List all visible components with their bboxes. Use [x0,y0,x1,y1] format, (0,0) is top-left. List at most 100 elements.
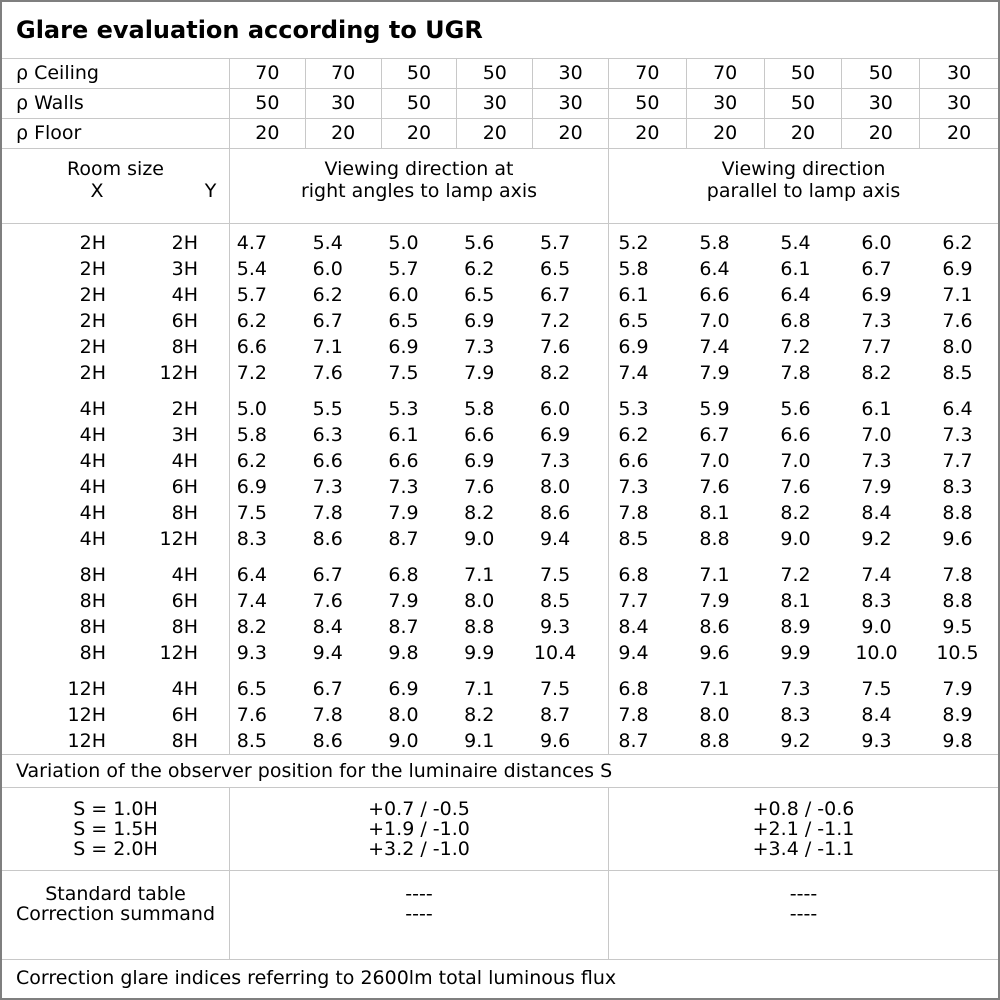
ugr-value: 5.6 [780,398,811,420]
ugr-value: 5.8 [464,398,495,420]
ugr-value: 9.0 [388,730,419,752]
ugr-table-row: 2H 3H 5.4 6.0 5.7 6.2 6.5 5.8 6.4 6.1 6.7 6.9 [2,256,998,282]
ugr-value: 6.6 [780,424,811,446]
ugr-value: 8.7 [388,528,419,550]
correction-section: Standard table Correction summand ---- -… [2,871,998,960]
room-y-value: 8H [171,730,198,752]
ugr-value: 8.2 [464,704,495,726]
room-x-value: 2H [79,258,106,280]
s-value: +0.8 / -0.6 [752,798,855,820]
ugr-value: 7.4 [861,564,892,586]
ugr-value: 6.9 [236,476,267,498]
reflectance-value: 50 [457,59,534,88]
room-x-value: 12H [67,678,106,700]
room-y-value: 6H [171,590,198,612]
ugr-value: 6.9 [539,424,571,446]
ugr-value: 5.8 [618,258,649,280]
ugr-value: 7.4 [236,590,267,612]
ugr-value: 7.0 [861,424,892,446]
room-x-value: 4H [79,502,106,524]
ugr-value: 7.2 [539,310,571,332]
title-row: Glare evaluation according to UGR [2,2,998,59]
reflectance-row: ρ Walls 50 30 50 30 30 50 30 50 30 30 [2,89,998,119]
group1-header: Viewing direction at right angles to lam… [230,149,609,223]
ugr-value: 7.2 [780,336,811,358]
s-label: S = 1.5H [73,818,158,840]
ugr-value: 8.2 [236,616,267,638]
room-x-value: 2H [79,336,106,358]
ugr-value: 8.8 [942,502,973,524]
ugr-value: 6.2 [618,424,649,446]
ugr-table-row: 4H 6H 6.9 7.3 7.3 7.6 8.0 7.3 7.6 7.6 7.9 8.3 [2,474,998,500]
ugr-value: 7.5 [388,362,419,384]
ugr-value: 8.0 [942,336,973,358]
ugr-value: 6.2 [312,284,343,306]
ugr-value: 6.4 [780,284,811,306]
reflectance-value: 30 [306,89,382,118]
ugr-value: 9.2 [780,730,811,752]
reflectance-value: 30 [457,89,534,118]
ugr-value: 6.1 [618,284,649,306]
ugr-value: 6.0 [388,284,419,306]
ugr-value: 7.9 [464,362,495,384]
ugr-value: 8.0 [699,704,730,726]
room-size-label: Room size [67,158,164,180]
ugr-value: 5.3 [388,398,419,420]
ugr-value: 7.6 [312,362,343,384]
ugr-value: 7.7 [861,336,892,358]
reflectance-value: 50 [230,89,306,118]
ugr-value: 5.0 [236,398,267,420]
ugr-value: 7.8 [312,502,343,524]
reflectance-value: 30 [533,89,609,118]
reflectance-label: ρ Ceiling [2,59,230,88]
ugr-value: 8.2 [539,362,571,384]
room-x-value: 8H [79,616,106,638]
room-y-value: 12H [159,642,198,664]
room-y-value: 6H [171,476,198,498]
room-x-value: 12H [67,704,106,726]
ugr-value: 8.1 [780,590,811,612]
room-x-value: 2H [79,284,106,306]
ugr-value: 8.2 [464,502,495,524]
room-y-value: 6H [171,310,198,332]
ugr-value: 8.6 [539,502,571,524]
ugr-value: 6.9 [464,310,495,332]
ugr-table-row: 4H 12H 8.3 8.6 8.7 9.0 9.4 8.5 8.8 9.0 9.2 9.6 [2,526,998,552]
reflectance-value: 50 [765,89,843,118]
group1-header-line2: right angles to lamp axis [300,180,538,202]
ugr-value: 7.9 [861,476,892,498]
ugr-value: 8.2 [780,502,811,524]
reflectance-value: 20 [382,119,458,148]
reflectance-value: 20 [533,119,609,148]
ugr-value: 6.5 [464,284,495,306]
ugr-value: 7.6 [539,336,571,358]
table-header-row: Room size X Y Viewing direction at right… [2,149,998,224]
ugr-value: 9.0 [861,616,892,638]
room-x-value: 2H [79,310,106,332]
reflectance-value: 50 [382,59,458,88]
room-y-value: 2H [171,232,198,254]
ugr-table-row: 2H 4H 5.7 6.2 6.0 6.5 6.7 6.1 6.6 6.4 6.9 7.1 [2,282,998,308]
reflectance-value: 30 [842,89,921,118]
ugr-value: 8.3 [236,528,267,550]
room-x-value: 8H [79,590,106,612]
xy-header: X Y [2,180,229,202]
reflectance-value: 70 [230,59,306,88]
ugr-value: 7.8 [780,362,811,384]
ugr-value: 6.7 [312,678,343,700]
reflectance-value: 50 [609,89,687,118]
ugr-value: 6.1 [780,258,811,280]
ugr-value: 7.3 [312,476,343,498]
s-value: +2.1 / -1.1 [752,818,855,840]
ugr-value: 7.0 [780,450,811,472]
room-y-value: 8H [171,616,198,638]
ugr-value: 7.1 [699,564,730,586]
ugr-value: 7.3 [861,310,892,332]
ugr-value: 7.3 [388,476,419,498]
ugr-value: 6.7 [312,564,343,586]
ugr-value: 9.3 [539,616,571,638]
ugr-value: 5.4 [780,232,811,254]
room-y-value: 8H [171,336,198,358]
reflectance-value: 20 [842,119,921,148]
